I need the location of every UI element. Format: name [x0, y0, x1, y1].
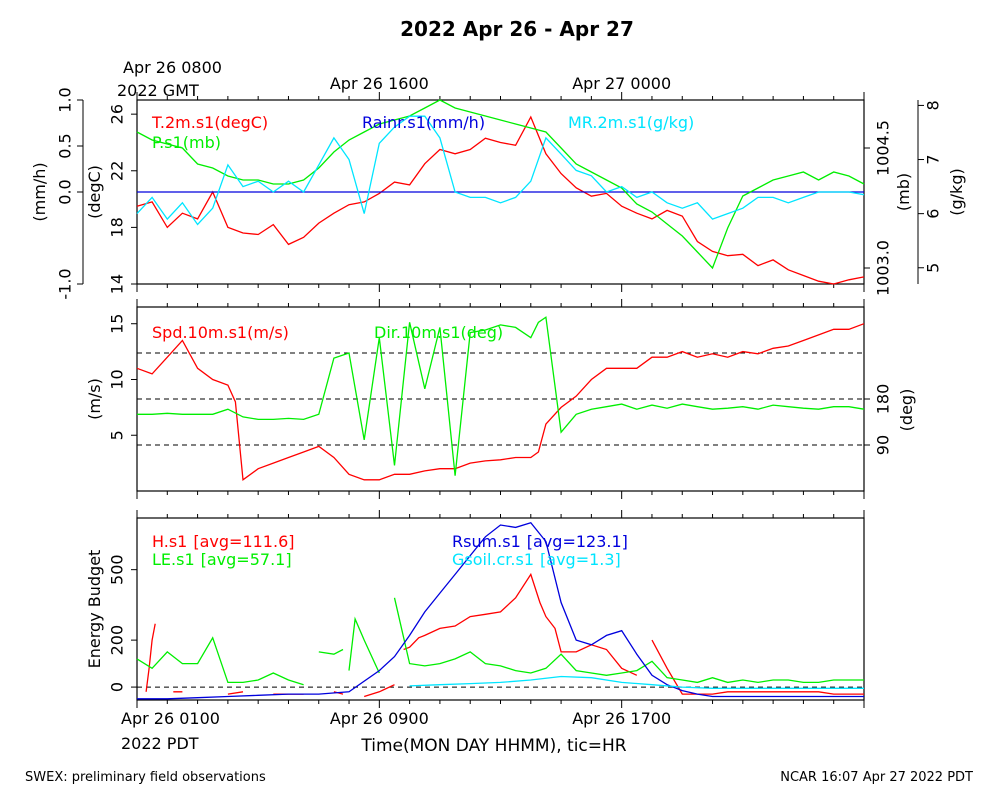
legend-label: MR.2m.s1(g/kg) [568, 113, 694, 132]
speed-axis-title: (m/s) [85, 378, 104, 420]
legend-stat: [avg=57.1] [201, 550, 292, 569]
temp-axis-title: (degC) [85, 165, 104, 219]
legend-label: Dir.10m.s1(deg) [374, 323, 503, 342]
legend-label: Gsoil.cr.s1 [452, 550, 534, 569]
bottom-time-labels: Apr 26 0100 2022 PDT Apr 26 0900 Apr 26 170… [121, 709, 671, 753]
bottom-time-label-line2: 2022 PDT [121, 734, 199, 753]
y-tick-label: 1.0 [56, 87, 75, 112]
y-tick-label: 200 [108, 625, 127, 656]
y-tick-label: 5 [108, 430, 127, 440]
rain-axis-title: (mm/h) [30, 162, 49, 221]
y-tick-label: 0 [108, 682, 127, 692]
legend-label: T.2m.s1(degC) [151, 113, 268, 132]
y-tick-label: 6 [924, 209, 943, 219]
legend-label: H.s1 [152, 532, 187, 551]
wind-panel: 5 10 15 (m/s) 90 180 (deg) Spd.10m.s1(m/s) Dir.1… [85, 299, 916, 499]
legend-label: Spd.10m.s1(m/s) [152, 323, 289, 342]
y-tick-label: 180 [874, 384, 893, 415]
series-line-mr-2m-s1-g-kg- [136, 115, 865, 226]
series-line-h-s1 [145, 572, 864, 698]
footer-right: NCAR 16:07 Apr 27 2022 PDT [780, 770, 973, 785]
direction-axis-title: (deg) [897, 389, 916, 432]
series-line-le-s1 [136, 597, 864, 686]
y-tick-label: 90 [874, 435, 893, 455]
legend-stat: [avg=111.6] [193, 532, 294, 551]
legend-label: LE.s1 [152, 550, 195, 569]
chart-title: 2022 Apr 26 - Apr 27 [400, 17, 634, 41]
y-tick-label: -1.0 [56, 268, 75, 299]
legend-stat: [avg=1.3] [540, 550, 621, 569]
x-axis-label: Time(MON DAY HHMM), tic=HR [360, 736, 626, 756]
y-tick-label: 5 [924, 263, 943, 273]
top-time-label: Apr 26 1600 [330, 74, 429, 93]
legend-label: Rsum.s1 [452, 532, 521, 551]
top-time-labels: Apr 26 0800 2022 GMT Apr 26 1600 Apr 27 000… [117, 58, 671, 100]
series-line-dir-10m-s1-deg- [137, 316, 865, 476]
y-tick-label: 26 [108, 104, 127, 124]
mr-axis-title: (g/kg) [947, 168, 966, 215]
thermo-panel: -1.0 0.0 0.5 1.0 (mm/h) 14 18 22 26 (degC) 1003.0 1… [30, 87, 966, 299]
bottom-time-label: Apr 26 0900 [330, 709, 429, 728]
top-time-label-line2: 2022 GMT [117, 81, 199, 100]
legend-stat: [avg=123.1] [527, 532, 628, 551]
y-tick-label: 0.0 [56, 179, 75, 204]
y-tick-label: 8 [924, 100, 943, 110]
y-tick-label: 10 [108, 369, 127, 389]
legend-label: Rainr.s1(mm/h) [362, 113, 485, 132]
y-tick-label: 18 [108, 217, 127, 237]
y-tick-label: 15 [108, 314, 127, 334]
top-time-label: Apr 26 0800 [123, 58, 222, 77]
legend-label: P.s1(mb) [152, 133, 221, 152]
y-tick-label: 1003.0 [874, 240, 893, 296]
bottom-time-label: Apr 26 0100 [121, 709, 220, 728]
series-line-spd-10m-s1-m-s- [136, 323, 865, 481]
series-line-gsoil-cr-s1 [409, 675, 864, 689]
y-tick-label: 22 [108, 161, 127, 181]
pres-axis-title: (mb) [894, 173, 913, 211]
bottom-time-label: Apr 26 1700 [572, 709, 671, 728]
top-time-label: Apr 27 0000 [572, 74, 671, 93]
y-tick-label: 500 [108, 554, 127, 585]
footer-left: SWEX: preliminary field observations [25, 770, 266, 785]
series-line-p-s1-mb- [136, 99, 865, 270]
y-tick-label: 7 [924, 154, 943, 164]
series-line-t-2m-s1-degc- [136, 115, 865, 285]
y-tick-label: 14 [108, 274, 127, 294]
y-tick-label: 0.5 [56, 133, 75, 158]
y-tick-label: 1004.5 [874, 120, 893, 176]
series-line-rsum-s1 [137, 521, 864, 700]
energy-axis-title: Energy Budget [85, 550, 104, 669]
